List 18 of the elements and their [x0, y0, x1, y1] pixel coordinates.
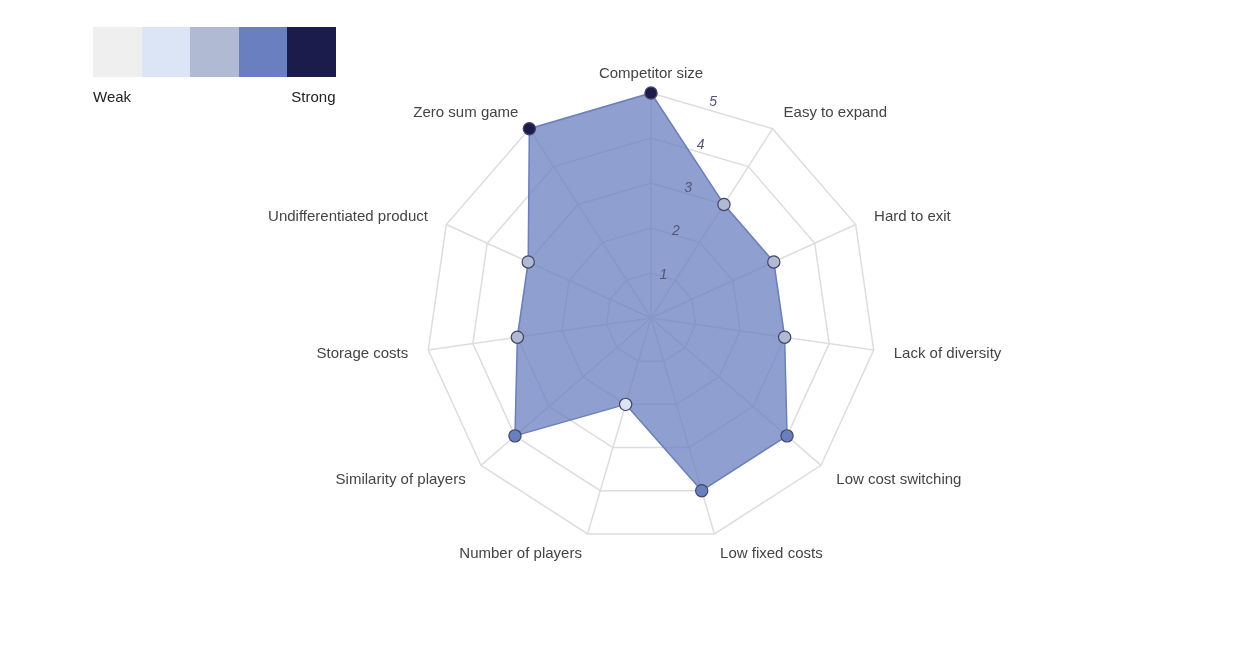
text: Strong: [291, 88, 336, 105]
y-tick-label: 1: [659, 265, 668, 282]
spoke-label: Lack of diversity: [893, 343, 1002, 361]
spoke-label: Low fixed costs: [720, 544, 823, 562]
spoke-label: Low cost switching: [836, 469, 962, 487]
spoke-label: Hard to exit: [874, 207, 952, 225]
y-tick-label: 3: [684, 179, 693, 196]
spoke-label: Number of players: [459, 544, 582, 562]
y-tick-label: 5: [709, 92, 718, 109]
spoke-label: Storage costs: [316, 343, 409, 361]
spoke-label: Undifferentiated product: [268, 207, 429, 225]
y-tick-label: 4: [696, 135, 705, 152]
spoke-label: Competitor size: [598, 63, 704, 81]
y-tick-label: 2: [670, 222, 680, 239]
text: Weak: [93, 88, 132, 105]
spoke-label: Zero sum game: [413, 102, 519, 120]
spoke-label: Easy to expand: [783, 102, 887, 120]
spoke-label: Similarity of players: [335, 469, 466, 487]
